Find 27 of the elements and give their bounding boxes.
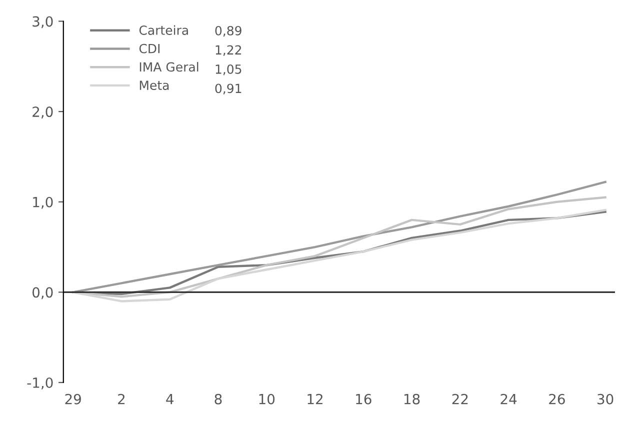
x-tick-label: 12	[308, 394, 322, 404]
x-tick-label: 4	[166, 394, 174, 404]
x-tick-label: 30	[598, 394, 614, 404]
x-tick-label: 29	[65, 394, 81, 404]
y-tick-label: -1,0	[27, 377, 53, 390]
annotation: 1,05	[216, 64, 242, 76]
x-tick-label: 16	[356, 394, 372, 404]
x-tick-label: 10	[259, 394, 275, 404]
x-tick-label: 2	[118, 394, 124, 404]
annotation: 1,22	[216, 45, 242, 56]
x-tick-label: 24	[500, 394, 517, 404]
x-tick-label: 18	[404, 394, 420, 404]
legend-label: IMA Geral	[140, 62, 198, 72]
legend-label: CDI	[139, 44, 160, 54]
legend-label: Meta	[140, 80, 169, 90]
line-series	[72, 196, 606, 298]
annotation: 0,89	[215, 26, 242, 37]
x-tick-label: 8	[214, 394, 222, 404]
y-tick-label: 0,0	[32, 287, 53, 300]
x-tick-label: 22	[452, 394, 468, 404]
x-tick-label: 26	[549, 394, 565, 404]
annotation: 0,91	[215, 84, 242, 94]
line-series	[72, 180, 606, 294]
y-tick-label: 1,0	[33, 196, 53, 209]
y-tick-label: 2,0	[32, 106, 53, 118]
y-tick-label: 3,0	[32, 16, 53, 28]
legend-label: Carteira	[139, 25, 188, 35]
